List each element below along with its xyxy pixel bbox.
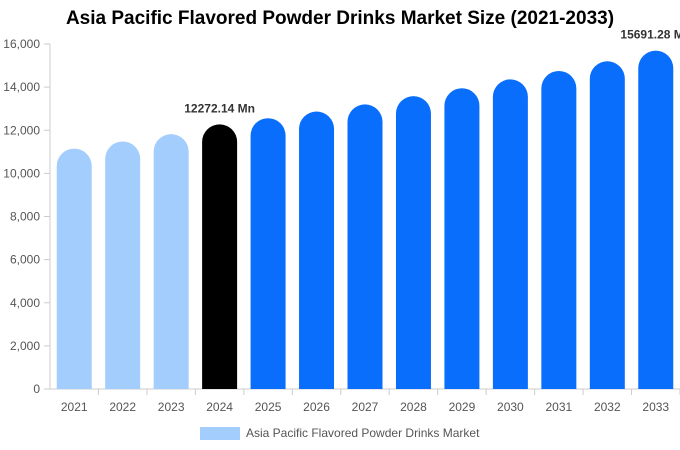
y-tick-label: 10,000 (3, 166, 40, 180)
y-tick-label: 12,000 (3, 123, 40, 137)
legend-swatch (200, 426, 240, 440)
data-label: 15691.28 Mn (620, 28, 680, 42)
x-tick-label: 2022 (109, 400, 136, 414)
x-tick-label: 2031 (545, 400, 572, 414)
bar (202, 124, 238, 389)
y-tick-label: 8,000 (10, 210, 40, 224)
data-labels: 12272.14 Mn 15691.28 Mn (184, 28, 680, 116)
x-tick-label: 2027 (352, 400, 379, 414)
x-tick-label: 2024 (206, 400, 233, 414)
bar (299, 111, 335, 390)
bar (105, 141, 141, 389)
y-tick-label: 4,000 (10, 296, 40, 310)
bar (589, 61, 625, 389)
bar (638, 50, 674, 390)
x-tick-label: 2023 (158, 400, 185, 414)
bar (347, 104, 383, 389)
bar (444, 88, 480, 389)
x-tick-label: 2026 (303, 400, 330, 414)
bar (250, 118, 286, 390)
y-tick-label: 6,000 (10, 253, 40, 267)
chart-title: Asia Pacific Flavored Powder Drinks Mark… (65, 8, 615, 29)
bar (492, 79, 528, 389)
y-tick-label: 16,000 (3, 37, 40, 51)
axes: 0 2,000 4,000 6,000 8,000 10,000 12,000 14,000 1… (3, 37, 680, 414)
bars (56, 50, 674, 390)
x-tick-label: 2032 (594, 400, 621, 414)
x-tick-label: 2029 (449, 400, 476, 414)
legend: Asia Pacific Flavored Powder Drinks Mark… (200, 426, 479, 440)
legend-label: Asia Pacific Flavored Powder Drinks Mark… (246, 426, 480, 440)
bar (541, 70, 577, 389)
y-tick-label: 0 (33, 382, 40, 396)
y-tick-label: 14,000 (3, 80, 40, 94)
x-tick-label: 2021 (61, 400, 88, 414)
x-tick-label: 2030 (497, 400, 524, 414)
bar (395, 96, 431, 390)
x-tick-label: 2025 (255, 400, 282, 414)
bar (56, 148, 92, 389)
x-tick-label: 2028 (400, 400, 427, 414)
x-tick-label: 2033 (642, 400, 669, 414)
bar (153, 134, 189, 389)
data-label: 12272.14 Mn (184, 101, 255, 115)
y-tick-label: 2,000 (10, 339, 40, 353)
